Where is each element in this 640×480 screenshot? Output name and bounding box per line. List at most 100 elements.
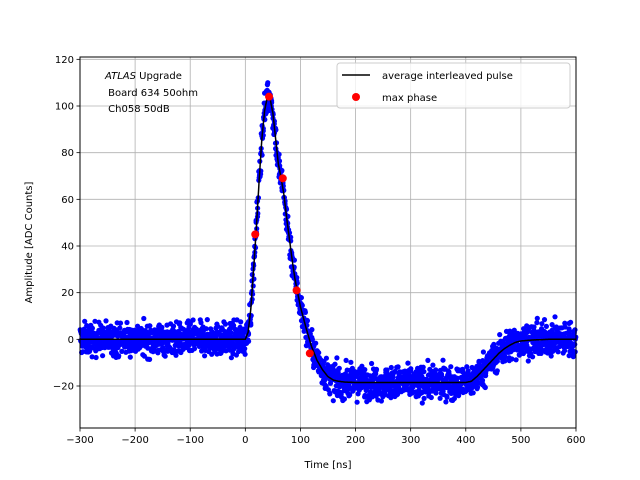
sample-point <box>359 363 365 369</box>
average-pulse-line <box>80 95 576 384</box>
sample-point <box>552 314 558 320</box>
y-tick-label: 40 <box>61 242 74 253</box>
x-axis-ticks: −300 −200 −100 0 100 200 300 400 500 600 <box>66 428 586 446</box>
annotation-line-2: Board 634 50ohm <box>105 88 198 99</box>
sample-point <box>181 326 187 332</box>
y-axis-ticks: −20 0 20 40 60 80 100 120 <box>53 55 80 393</box>
sample-point <box>141 353 147 359</box>
sample-point <box>480 349 486 355</box>
x-tick-label: −200 <box>121 435 148 446</box>
max-phase-marker <box>265 92 274 101</box>
sample-point <box>483 373 489 379</box>
sample-point <box>124 319 130 326</box>
sample-point <box>378 398 384 404</box>
sample-point <box>531 324 537 330</box>
sample-point <box>265 80 271 86</box>
max-phase-markers <box>251 92 314 358</box>
sample-point <box>421 369 427 375</box>
sample-point <box>373 366 380 372</box>
sample-point <box>204 317 210 323</box>
sample-point <box>89 325 95 331</box>
sample-point <box>549 322 555 328</box>
sample-point <box>147 356 153 362</box>
sample-point <box>117 320 124 326</box>
x-tick-label: −300 <box>66 435 93 446</box>
legend: average interleaved pulse max phase <box>336 62 571 109</box>
y-tick-label: −20 <box>53 382 74 393</box>
sample-point <box>443 399 449 405</box>
x-tick-label: 0 <box>242 435 248 446</box>
y-tick-label: 20 <box>61 288 74 299</box>
sample-point <box>530 354 536 360</box>
sample-point <box>302 308 308 314</box>
sample-point <box>190 317 196 323</box>
sample-point <box>238 319 244 325</box>
sample-point <box>313 340 319 346</box>
legend-box <box>336 62 571 109</box>
sample-point <box>543 323 550 329</box>
sample-point <box>567 328 573 334</box>
sample-point <box>419 400 425 406</box>
sample-point <box>439 373 445 379</box>
sample-point <box>316 350 322 356</box>
sample-point <box>177 320 183 326</box>
sample-point <box>336 365 342 371</box>
sample-point <box>464 364 470 370</box>
annotation-line-1: ATLAS Upgrade <box>104 71 182 82</box>
x-tick-label: 500 <box>511 435 530 446</box>
max-phase-marker <box>278 174 287 183</box>
sample-point <box>173 352 179 358</box>
sample-point <box>440 357 446 363</box>
sample-point <box>534 315 540 321</box>
sample-point <box>479 377 486 383</box>
sample-point <box>566 353 572 359</box>
annotation-atlas: ATLAS <box>104 71 137 82</box>
sample-point <box>330 398 336 404</box>
sample-point <box>93 354 99 361</box>
sample-point <box>100 353 106 359</box>
sample-point <box>395 364 401 370</box>
sample-point <box>159 324 165 330</box>
sample-point <box>502 353 508 359</box>
x-tick-label: 600 <box>566 435 585 446</box>
sample-point <box>323 355 329 361</box>
x-tick-label: 100 <box>291 435 310 446</box>
sample-point <box>470 390 476 396</box>
sample-point <box>222 321 228 327</box>
sample-point <box>494 358 500 364</box>
sample-point <box>388 364 394 371</box>
sample-point <box>482 384 488 391</box>
legend-label-average-pulse: average interleaved pulse <box>382 71 513 82</box>
sample-point <box>430 362 436 368</box>
legend-marker-swatch <box>352 93 360 101</box>
sample-point <box>511 327 517 333</box>
sample-point <box>103 318 109 324</box>
sample-point <box>509 356 515 362</box>
sample-point <box>203 326 209 332</box>
y-tick-label: 80 <box>61 148 74 159</box>
sample-point <box>309 327 315 333</box>
sample-point <box>425 357 431 363</box>
sample-point <box>570 354 576 360</box>
plot-frame <box>79 56 577 429</box>
sample-point <box>428 394 434 401</box>
sample-point <box>147 323 153 329</box>
sample-point <box>444 394 450 400</box>
sample-point <box>568 319 574 325</box>
sample-point <box>405 360 411 366</box>
annotation-line-3: Ch058 50dB <box>105 104 170 115</box>
sample-point <box>572 327 578 333</box>
sample-point <box>246 338 252 344</box>
annotation-upgrade: Upgrade <box>136 71 182 82</box>
sample-point <box>494 368 500 374</box>
sample-point <box>242 346 248 352</box>
sample-point <box>502 358 508 364</box>
sample-point <box>332 361 338 367</box>
sample-point <box>369 360 375 367</box>
sample-point <box>384 367 390 373</box>
sample-point <box>525 358 531 364</box>
sample-point <box>162 353 168 359</box>
sample-point <box>572 349 578 355</box>
sample-point <box>82 318 88 324</box>
